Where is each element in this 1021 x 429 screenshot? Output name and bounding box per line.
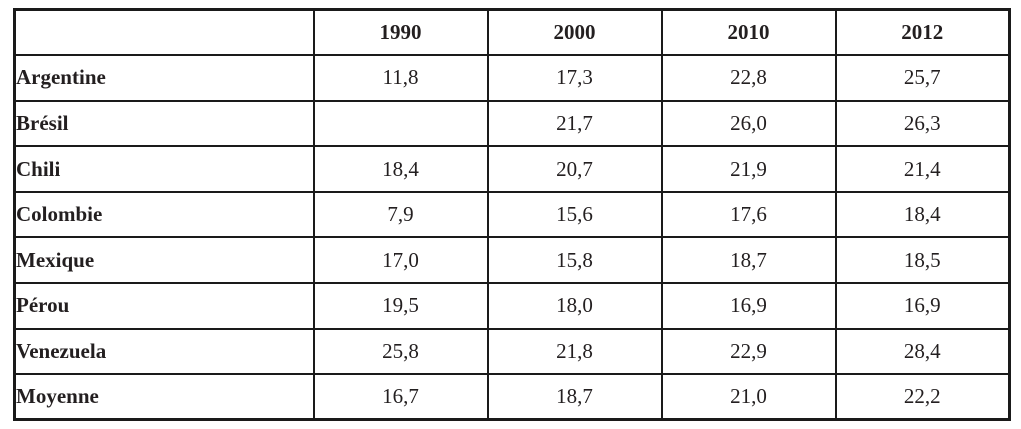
value-cell: 7,9 — [312, 190, 489, 239]
value-cell: 15,8 — [486, 236, 663, 285]
value-cell: 21,9 — [660, 145, 837, 193]
table-row: Venezuela 25,8 21,8 22,9 28,4 — [13, 327, 1011, 376]
value-cell — [312, 99, 489, 148]
value-cell: 19,5 — [312, 282, 489, 330]
value-cell: 16,9 — [660, 282, 837, 330]
row-label: Venezuela — [13, 327, 315, 376]
value-cell: 28,4 — [834, 327, 1011, 376]
value-cell: 18,0 — [486, 282, 663, 330]
row-label: Colombie — [13, 190, 315, 239]
table-row: Brésil 21,7 26,0 26,3 — [13, 99, 1011, 148]
table-row: Moyenne 16,7 18,7 21,0 22,2 — [13, 373, 1011, 421]
value-cell: 18,7 — [660, 236, 837, 285]
value-cell: 22,8 — [660, 54, 837, 102]
value-cell: 26,0 — [660, 99, 837, 148]
value-cell: 16,7 — [312, 373, 489, 421]
value-cell: 16,9 — [834, 282, 1011, 330]
row-label: Brésil — [13, 99, 315, 148]
row-label: Mexique — [13, 236, 315, 285]
value-cell: 18,7 — [486, 373, 663, 421]
value-cell: 25,8 — [312, 327, 489, 376]
value-cell: 15,6 — [486, 190, 663, 239]
data-table: 1990 2000 2010 2012 Argentine 11,8 17,3 22,8 2… — [13, 8, 1011, 422]
column-header — [13, 8, 315, 57]
value-cell: 21,0 — [660, 373, 837, 421]
data-table-container: 1990 2000 2010 2012 Argentine 11,8 17,3 22,8 2… — [13, 8, 1011, 422]
value-cell: 17,3 — [486, 54, 663, 102]
value-cell: 18,5 — [834, 236, 1011, 285]
table-row: Argentine 11,8 17,3 22,8 25,7 — [13, 54, 1011, 102]
value-cell: 21,4 — [834, 145, 1011, 193]
header-row: 1990 2000 2010 2012 — [13, 8, 1011, 57]
value-cell: 22,2 — [834, 373, 1011, 421]
table-row: Mexique 17,0 15,8 18,7 18,5 — [13, 236, 1011, 285]
value-cell: 20,7 — [486, 145, 663, 193]
row-label: Moyenne — [13, 373, 315, 421]
row-label: Chili — [13, 145, 315, 193]
value-cell: 26,3 — [834, 99, 1011, 148]
value-cell: 17,0 — [312, 236, 489, 285]
value-cell: 21,8 — [486, 327, 663, 376]
table-row: Colombie 7,9 15,6 17,6 18,4 — [13, 190, 1011, 239]
value-cell: 22,9 — [660, 327, 837, 376]
column-header: 1990 — [312, 8, 489, 57]
table-row: Chili 18,4 20,7 21,9 21,4 — [13, 145, 1011, 193]
row-label: Argentine — [13, 54, 315, 102]
column-header: 2010 — [660, 8, 837, 57]
column-header: 2012 — [834, 8, 1011, 57]
value-cell: 17,6 — [660, 190, 837, 239]
row-label: Pérou — [13, 282, 315, 330]
table-row: Pérou 19,5 18,0 16,9 16,9 — [13, 282, 1011, 330]
value-cell: 18,4 — [312, 145, 489, 193]
value-cell: 18,4 — [834, 190, 1011, 239]
value-cell: 25,7 — [834, 54, 1011, 102]
value-cell: 11,8 — [312, 54, 489, 102]
value-cell: 21,7 — [486, 99, 663, 148]
column-header: 2000 — [486, 8, 663, 57]
